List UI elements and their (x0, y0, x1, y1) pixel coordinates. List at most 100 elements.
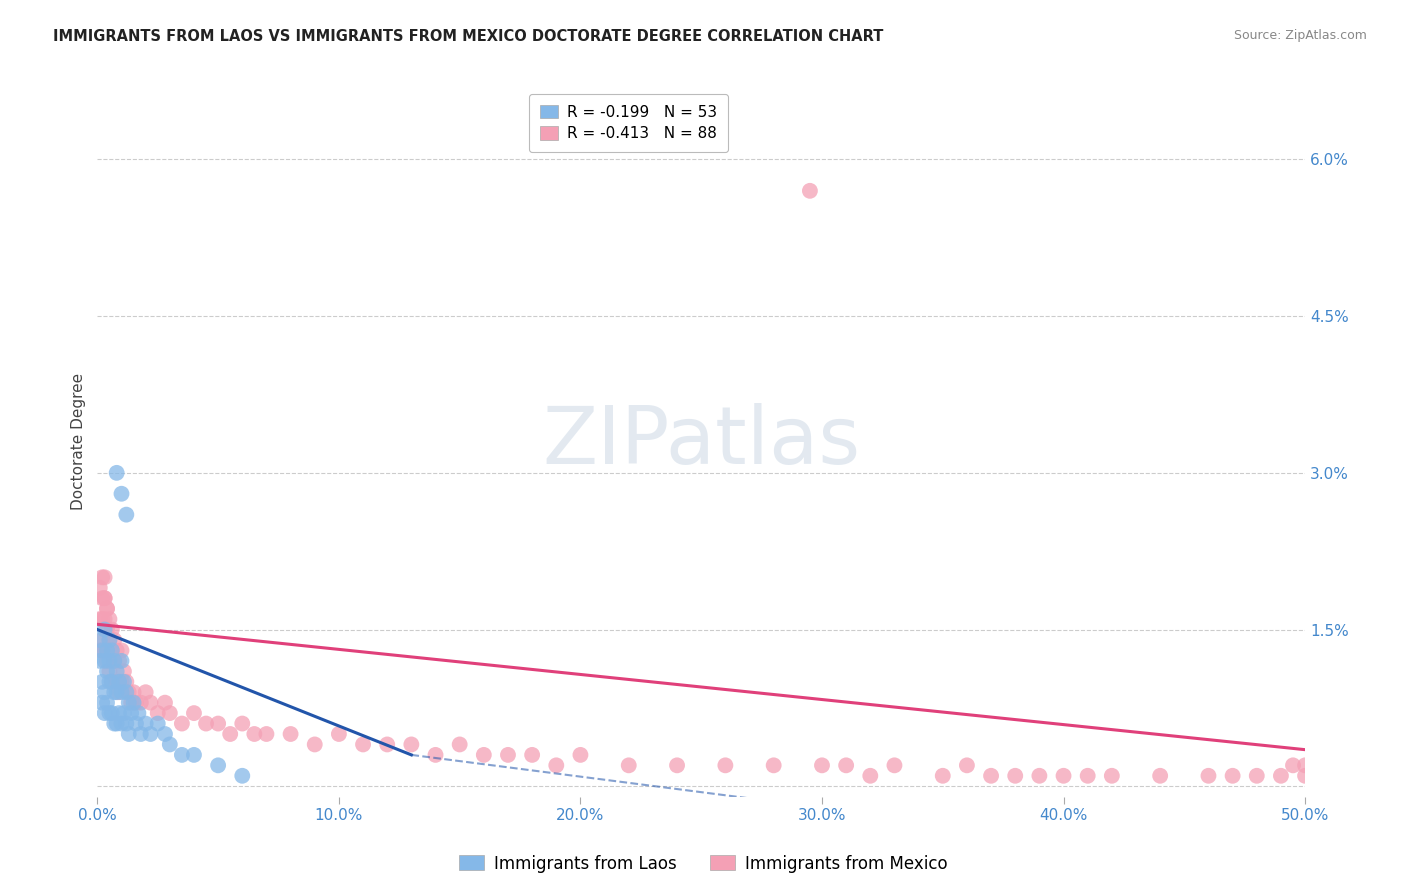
Point (103, 632, 125, 647)
Point (1052, 769, 1074, 783)
Point (183, 747, 205, 762)
Point (139, 727, 162, 741)
Point (91, 632, 114, 647)
Point (101, 706, 124, 720)
Point (89, 581, 111, 595)
Point (980, 769, 1002, 783)
Point (139, 696, 162, 710)
Point (105, 716, 128, 731)
Point (146, 706, 169, 720)
Point (98, 674, 121, 689)
Legend: R = -0.199   N = 53, R = -0.413   N = 88: R = -0.199 N = 53, R = -0.413 N = 88 (529, 94, 728, 152)
Point (859, 769, 882, 783)
Point (546, 758, 568, 772)
Point (101, 674, 124, 689)
Point (110, 487, 132, 501)
Point (449, 738, 471, 752)
Point (1198, 769, 1220, 783)
Point (110, 674, 132, 689)
Point (108, 685, 131, 699)
Point (93, 623, 115, 637)
Point (280, 727, 302, 741)
Point (127, 706, 149, 720)
Point (195, 716, 218, 731)
Point (93, 654, 115, 668)
Point (96, 696, 118, 710)
Point (115, 685, 138, 699)
Point (1294, 758, 1316, 772)
Point (96, 601, 118, 615)
Point (96, 665, 118, 679)
Point (118, 727, 141, 741)
Point (120, 706, 142, 720)
Point (108, 654, 131, 668)
Point (115, 674, 138, 689)
Point (98, 632, 121, 647)
Point (183, 706, 205, 720)
Point (135, 716, 157, 731)
Point (231, 769, 253, 783)
Point (105, 643, 128, 657)
Text: Source: ZipAtlas.com: Source: ZipAtlas.com (1233, 29, 1367, 42)
Point (1282, 758, 1305, 772)
Point (91, 696, 114, 710)
Point (129, 727, 152, 741)
Point (110, 685, 132, 699)
Point (110, 643, 132, 657)
Point (799, 184, 821, 198)
Point (120, 696, 142, 710)
Point (101, 643, 124, 657)
Point (93, 685, 115, 699)
Point (932, 769, 955, 783)
Point (112, 665, 135, 679)
Point (101, 643, 124, 657)
Point (112, 706, 135, 720)
Point (91, 570, 114, 584)
Point (103, 685, 125, 699)
Point (666, 758, 689, 772)
Point (1077, 769, 1099, 783)
Point (125, 716, 148, 731)
Point (93, 591, 115, 606)
Point (146, 716, 169, 731)
Point (91, 612, 114, 626)
Point (89, 612, 111, 626)
Point (103, 716, 125, 731)
Point (425, 747, 447, 762)
Point (219, 727, 242, 741)
Point (1004, 769, 1026, 783)
Point (1222, 769, 1244, 783)
Point (159, 706, 181, 720)
Point (304, 738, 326, 752)
Point (93, 643, 115, 657)
Point (103, 654, 125, 668)
Point (110, 716, 132, 731)
Point (129, 696, 152, 710)
Point (93, 570, 115, 584)
Point (375, 738, 398, 752)
Point (231, 716, 253, 731)
Point (98, 665, 121, 679)
Point (125, 696, 148, 710)
Text: ZIPatlas: ZIPatlas (543, 402, 860, 481)
Point (93, 612, 115, 626)
Point (101, 623, 124, 637)
Point (96, 623, 118, 637)
Point (105, 685, 128, 699)
Point (115, 716, 138, 731)
Point (115, 508, 138, 522)
Point (243, 727, 266, 741)
Point (98, 612, 121, 626)
Point (122, 696, 145, 710)
Point (108, 706, 131, 720)
Point (91, 643, 114, 657)
Point (170, 747, 193, 762)
Point (118, 685, 141, 699)
Point (108, 674, 131, 689)
Point (112, 674, 135, 689)
Point (103, 654, 125, 668)
Point (153, 696, 176, 710)
Point (159, 738, 181, 752)
Point (93, 591, 115, 606)
Point (93, 706, 115, 720)
